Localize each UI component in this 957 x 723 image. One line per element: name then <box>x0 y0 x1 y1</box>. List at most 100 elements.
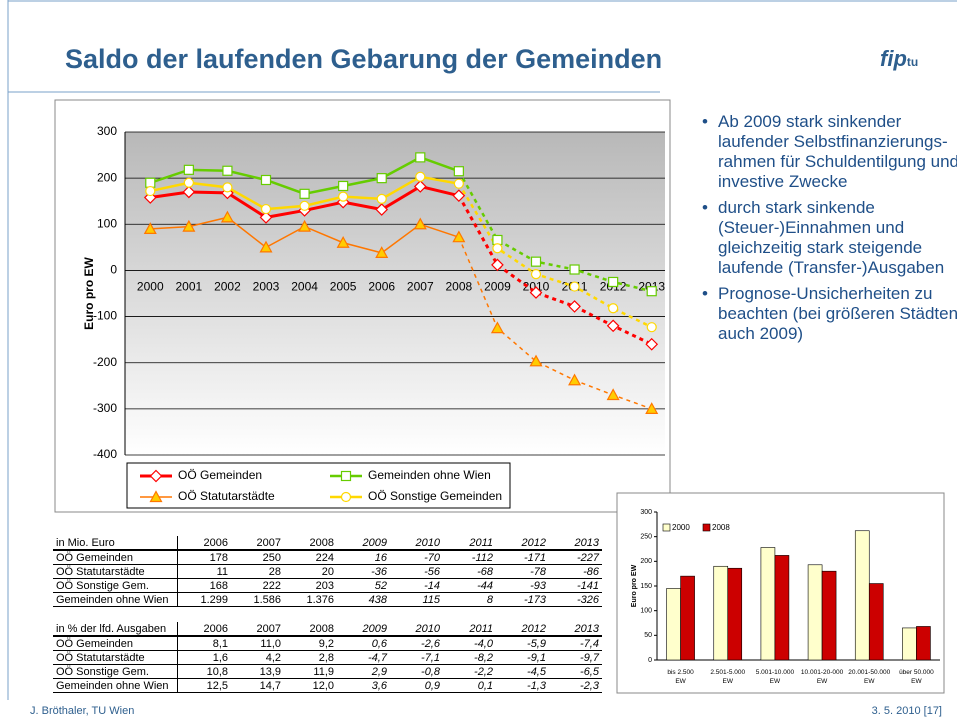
x-tick-label: 20.001-50.000 EW <box>848 669 890 685</box>
legend-marker <box>149 490 163 503</box>
footer-left: J. Bröthaler, TU Wien <box>30 705 135 717</box>
x-tick-label: 2005 <box>330 280 357 294</box>
table-cell: OÖ Sonstige Gem. <box>53 664 178 679</box>
table-cell: in Mio. Euro <box>53 536 178 551</box>
legend-marker <box>149 469 163 483</box>
bullet: Prognose-Unsicherheiten zu beachten (bei… <box>702 284 957 344</box>
table-cell: 168 <box>177 578 231 593</box>
marker <box>492 243 503 254</box>
table-row: OÖ Statutarstädte 11 28 20 -36 -56 -68 -78 -86 <box>53 564 602 579</box>
legend-label: OÖ Gemeinden <box>178 468 262 482</box>
table-cell: -326 <box>549 592 602 607</box>
y-tick-label: 0 <box>110 263 117 277</box>
table-cell: 52 <box>337 578 390 593</box>
table-cell: -173 <box>496 592 549 607</box>
marker <box>259 240 273 253</box>
table-cell: -8,2 <box>443 650 496 665</box>
bar <box>916 626 931 661</box>
y-tick-label: 300 <box>640 509 652 516</box>
table-cell: -4,5 <box>496 664 549 679</box>
table-cell: -93 <box>496 578 549 593</box>
table-cell: -68 <box>443 564 496 579</box>
marker <box>376 193 387 205</box>
x-tick-label: 2003 <box>253 280 280 294</box>
marker <box>490 321 504 334</box>
table-cell: 2008 <box>284 536 337 551</box>
marker <box>646 322 657 333</box>
legend-label: OÖ Statutarstädte <box>178 489 275 503</box>
table-cell: -7,1 <box>390 650 443 665</box>
table-cell: 2013 <box>549 622 602 637</box>
marker <box>222 165 233 176</box>
legend-marker <box>340 491 352 503</box>
y-tick-label: 300 <box>97 124 117 138</box>
marker <box>453 166 464 177</box>
x-tick-label: 2001 <box>176 280 203 294</box>
table-row: Gemeinden ohne Wien 12,5 14,7 12,0 3,6 0,9 0,1… <box>53 678 602 693</box>
table-cell: 1.376 <box>284 592 337 607</box>
bullet: durch stark sinkende (Steuer-)Einnahmen … <box>702 198 957 278</box>
table-cell: 2006 <box>177 536 231 551</box>
table-cell: -9,1 <box>496 650 549 665</box>
marker <box>299 200 310 211</box>
y-tick-label: 0 <box>648 657 652 664</box>
x-tick-label: 2000 <box>137 280 164 294</box>
marker <box>645 402 659 414</box>
y-tick-label: 100 <box>97 216 117 230</box>
table-cell: 2,8 <box>284 650 337 665</box>
logo-text: fip <box>880 46 907 71</box>
table-cell: -6,5 <box>549 664 602 679</box>
table-cell: -7,4 <box>549 636 602 651</box>
y-axis-label: Euro pro EW <box>82 257 96 330</box>
x-tick-label: über 50.000 EW <box>899 669 934 685</box>
table-cell: 2007 <box>231 536 284 551</box>
bar <box>854 530 870 661</box>
y-tick-label: 200 <box>640 558 652 565</box>
y-tick-label: 150 <box>640 583 652 590</box>
table-cell: 16 <box>337 550 390 565</box>
bar <box>868 583 884 661</box>
y-tick-label: -400 <box>93 447 117 461</box>
table-cell: -2,6 <box>390 636 443 651</box>
marker <box>183 164 194 175</box>
series-line-dashed <box>457 170 653 293</box>
bar <box>902 627 917 661</box>
series-line-dashed <box>458 236 652 410</box>
x-tick-label: 2002 <box>214 280 241 294</box>
table-cell: 0,9 <box>390 678 443 693</box>
table-row: Gemeinden ohne Wien 1.299 1.586 1.376 438 115… <box>53 592 602 607</box>
x-tick-label: 2007 <box>407 280 434 294</box>
marker <box>608 303 619 314</box>
x-tick-label: bis 2.500 EW <box>667 669 694 685</box>
table-cell: 1.586 <box>231 592 284 607</box>
table-cell: 438 <box>337 592 390 607</box>
table-cell: 11,9 <box>284 664 337 679</box>
marker <box>491 258 504 272</box>
table-cell: -86 <box>549 564 602 579</box>
table-cell: -141 <box>549 578 602 593</box>
table-cell: -44 <box>443 578 496 593</box>
table-row: OÖ Sonstige Gem. 10,8 13,9 11,9 2,9 -0,8 -2,2-… <box>53 664 602 679</box>
marker <box>260 203 272 215</box>
marker <box>608 276 619 288</box>
marker <box>452 230 466 243</box>
footer-right: 3. 5. 2010 [17] <box>871 705 942 717</box>
marker <box>260 174 272 186</box>
table-row: OÖ Statutarstädte 1,6 4,2 2,8 -4,7 -7,1 -8,2 -9… <box>53 650 602 665</box>
logo-sub: tu <box>906 55 919 69</box>
marker <box>415 171 426 182</box>
table-cell: 203 <box>284 578 337 593</box>
marker <box>299 188 310 199</box>
y-tick-label: 100 <box>640 608 652 615</box>
marker <box>145 185 156 197</box>
table-cell: 0,6 <box>337 636 390 651</box>
table-cell: 12,5 <box>177 678 231 693</box>
marker <box>529 286 543 299</box>
table-cell: 2010 <box>390 536 443 551</box>
table-cell: -9,7 <box>549 650 602 665</box>
table-cell: 2006 <box>177 622 231 637</box>
x-tick-label: 2008 <box>446 280 473 294</box>
table-cell: 20 <box>284 564 337 579</box>
table-cell: -2,2 <box>443 664 496 679</box>
marker <box>375 246 389 258</box>
